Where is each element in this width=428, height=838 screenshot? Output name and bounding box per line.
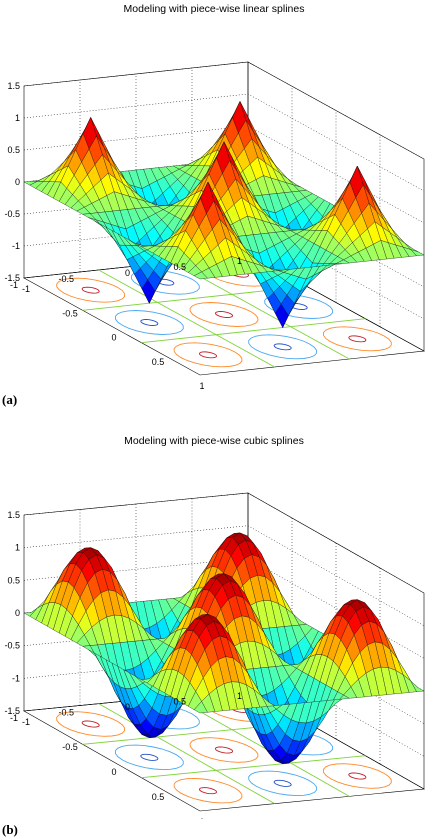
x-tick-label: 1 — [199, 381, 204, 391]
surface-chart-linear: Modeling with piece-wise linear splines … — [4, 3, 425, 391]
contour-line — [81, 286, 100, 294]
contour-line — [199, 351, 217, 359]
contour-line — [348, 335, 367, 343]
contour-line — [173, 342, 243, 368]
contour-line — [114, 310, 184, 335]
contour-line — [56, 277, 126, 303]
x-tick-label: 0.5 — [152, 792, 165, 802]
x-tick-label: 0.5 — [152, 357, 165, 367]
x-tick-label: -0.5 — [62, 742, 78, 752]
z-tick-label: 1.5 — [7, 81, 20, 91]
contour-line — [248, 334, 318, 360]
contour-line — [215, 311, 233, 318]
contour-line — [56, 711, 126, 737]
contour-line — [273, 343, 292, 351]
z-tick-label: -1.5 — [4, 273, 20, 283]
contour-line — [199, 787, 217, 795]
x-tick-label: 0 — [111, 767, 116, 777]
chart-panel-a: Modeling with piece-wise linear splines … — [2, 3, 425, 407]
y-tick-label: 1 — [237, 256, 242, 266]
surface-patch — [193, 701, 208, 714]
surface-chart-cubic: Modeling with piece-wise cubic splines -… — [4, 435, 425, 819]
z-tick-label: 1 — [15, 543, 20, 553]
z-tick-label: -0.5 — [4, 641, 20, 651]
y-tick-label: -0.5 — [58, 708, 74, 718]
surface-mesh — [23, 100, 425, 329]
y-tick-label: 0.5 — [173, 262, 186, 272]
z-tick-label: 1.5 — [7, 510, 20, 520]
y-tick-label: 0 — [125, 268, 130, 278]
x-tick-label: 0 — [111, 333, 116, 343]
contour-line — [173, 777, 243, 804]
z-tick-label: 1 — [15, 113, 20, 123]
y-tick-label: 1 — [237, 691, 242, 701]
contour-line — [189, 737, 259, 763]
z-tick-label: 0.5 — [7, 145, 20, 155]
z-tick-label: -1 — [12, 241, 20, 251]
surface-mesh — [23, 532, 425, 764]
contour-line — [140, 319, 159, 326]
contour-line — [273, 779, 292, 787]
contour-line — [114, 744, 184, 771]
y-tick-label: 0 — [125, 702, 130, 712]
panel-label-a: (a) — [2, 392, 18, 407]
y-tick-label: -0.5 — [58, 274, 74, 284]
panel-label-b: (b) — [2, 822, 18, 837]
z-tick-label: -1 — [12, 673, 20, 683]
z-tick-label: 0.5 — [7, 575, 20, 585]
contour-line — [322, 326, 392, 352]
contour-line — [248, 770, 318, 797]
z-tick-label: -0.5 — [4, 209, 20, 219]
contour-line — [189, 302, 259, 327]
x-tick-label: 1 — [199, 817, 204, 819]
y-tick-label: 0.5 — [173, 697, 186, 707]
z-tick-label: 0 — [15, 608, 20, 618]
chart-panel-b: Modeling with piece-wise cubic splines -… — [0, 419, 428, 838]
chart-title: Modeling with piece-wise linear splines — [124, 3, 305, 15]
contour-line — [322, 763, 392, 789]
contour-line — [81, 720, 100, 728]
chart-title: Modeling with piece-wise cubic splines — [124, 435, 304, 447]
x-tick-label: -1 — [22, 284, 30, 294]
x-tick-label: -1 — [22, 717, 30, 727]
contour-line — [215, 746, 233, 754]
surface-patch — [193, 271, 208, 280]
contour-line — [140, 753, 159, 761]
z-tick-label: -1.5 — [4, 706, 20, 716]
y-tick-label: -1 — [10, 713, 18, 723]
contour-line — [348, 772, 367, 780]
y-tick-label: -1 — [10, 280, 18, 290]
z-tick-label: 0 — [15, 177, 20, 187]
x-tick-label: -0.5 — [62, 308, 78, 318]
